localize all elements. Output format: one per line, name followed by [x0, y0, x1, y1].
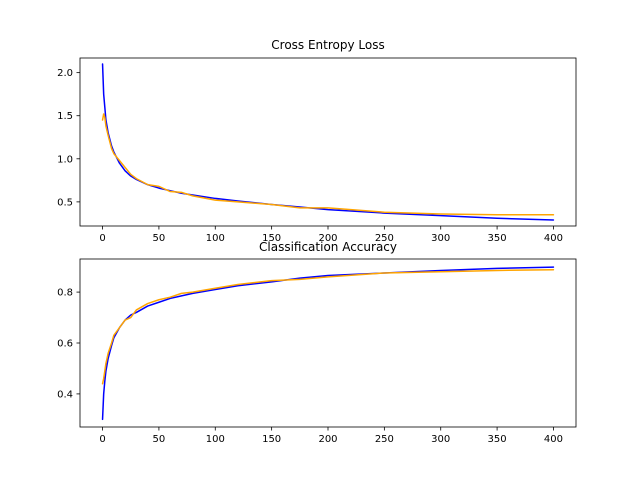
loss-y-tick-label: 0.5: [57, 197, 73, 208]
accuracy-x-tick-label: 200: [318, 434, 337, 445]
accuracy-series-validation-line: [101, 268, 555, 385]
loss-chart-axes: 0 50 100 150 200 250 300 350 400 0.5 1.0 1.5 2.0: [57, 57, 577, 244]
accuracy-x-tick-label: 400: [544, 434, 563, 445]
loss-x-tick-label: 100: [206, 233, 225, 244]
accuracy-chart-axes: 0 50 100 150 200 250 300 350 400 0.4 0.6 0.8: [57, 258, 577, 445]
accuracy-x-tick-label: 350: [488, 434, 507, 445]
accuracy-x-tick-label: 250: [375, 434, 394, 445]
accuracy-y-tick-label: 0.6: [57, 339, 73, 350]
loss-chart: Cross Entropy Loss 0 50 100 150 200 250 300 350…: [57, 38, 577, 244]
accuracy-series-train-line: [101, 266, 555, 421]
accuracy-x-tick-label: 300: [431, 434, 450, 445]
loss-chart-title: Cross Entropy Loss: [271, 38, 384, 52]
accuracy-x-tick-label: 100: [206, 434, 225, 445]
accuracy-y-tick-label: 0.8: [57, 288, 73, 299]
accuracy-chart: Classification Accuracy 0 50 100 150 200 250 3…: [57, 240, 577, 445]
loss-x-tick-label: 250: [375, 233, 394, 244]
accuracy-x-tick-label: 0: [99, 434, 105, 445]
loss-series-validation-line: [101, 113, 555, 216]
loss-y-tick-label: 2.0: [57, 68, 73, 79]
accuracy-x-tick-label: 150: [262, 434, 281, 445]
loss-y-tick-label: 1.5: [57, 111, 73, 122]
loss-x-tick-label: 150: [262, 233, 281, 244]
accuracy-x-tick-label: 50: [153, 434, 166, 445]
loss-x-tick-label: 50: [153, 233, 166, 244]
accuracy-chart-title: Classification Accuracy: [259, 240, 397, 254]
accuracy-y-tick-label: 0.4: [57, 389, 73, 400]
loss-y-tick-label: 1.0: [57, 154, 73, 165]
loss-x-tick-label: 300: [431, 233, 450, 244]
loss-x-tick-label: 200: [318, 233, 337, 244]
loss-x-tick-label: 350: [488, 233, 507, 244]
loss-x-tick-label: 400: [544, 233, 563, 244]
loss-x-tick-label: 0: [99, 233, 105, 244]
